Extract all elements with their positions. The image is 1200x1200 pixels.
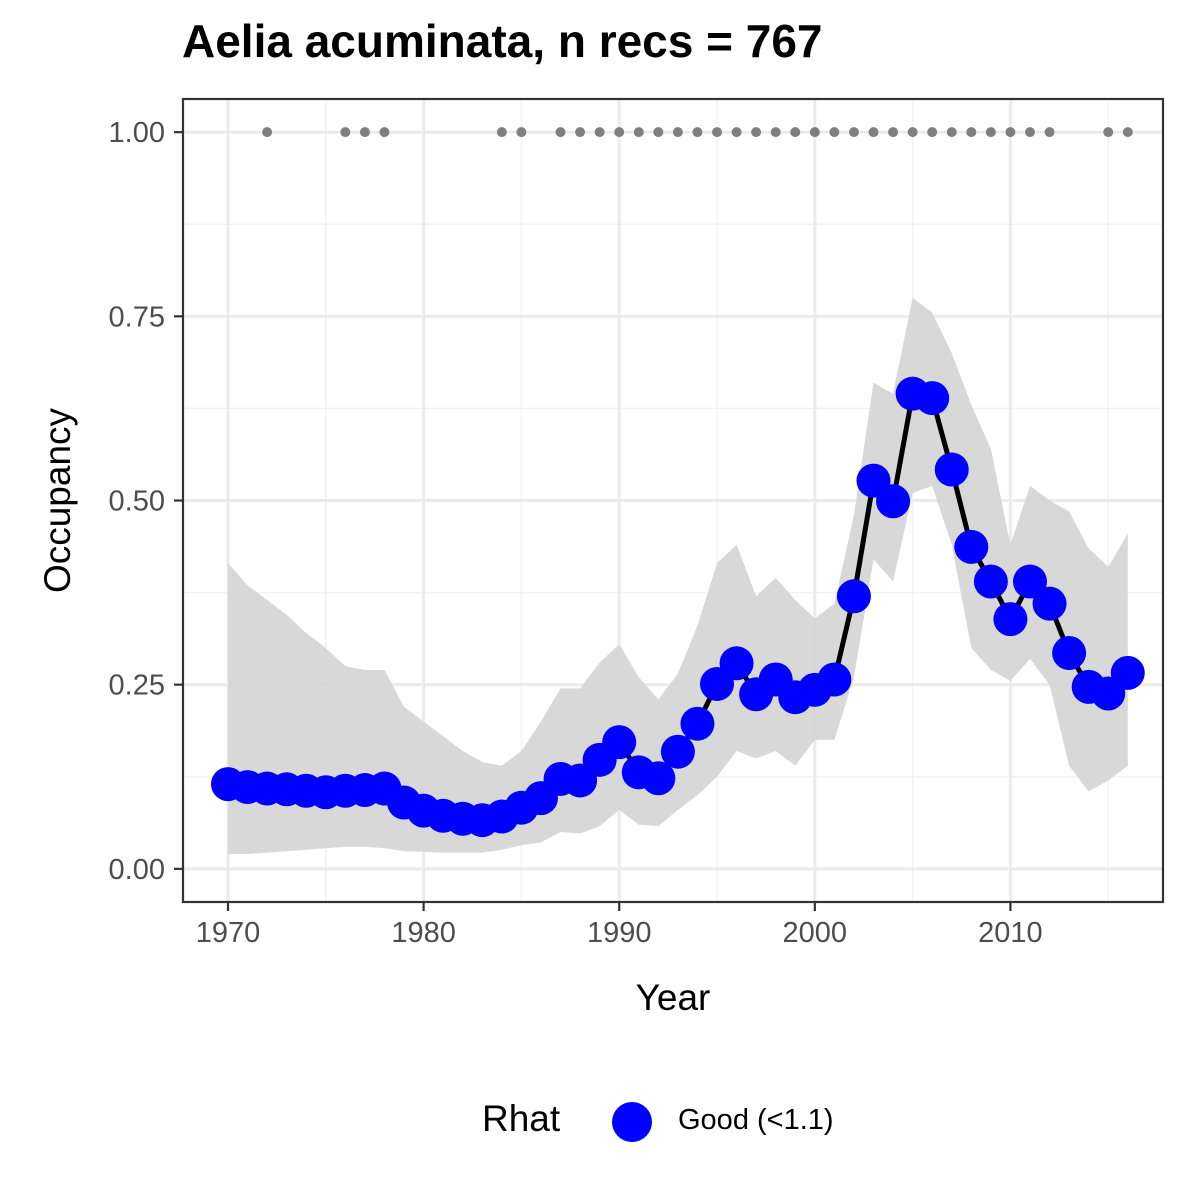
- occupancy-point: [1052, 635, 1087, 670]
- x-tick-label: 2000: [783, 917, 848, 949]
- record-dot: [985, 127, 996, 138]
- occupancy-point: [641, 761, 676, 796]
- occupancy-point: [817, 662, 852, 697]
- occupancy-point: [954, 529, 989, 564]
- occupancy-point: [680, 706, 715, 741]
- record-dot: [496, 127, 507, 138]
- record-dot: [809, 127, 820, 138]
- record-dot: [575, 127, 586, 138]
- occupancy-point: [993, 602, 1028, 637]
- record-dot: [672, 127, 683, 138]
- record-dot: [614, 127, 625, 138]
- occupancy-point: [1012, 564, 1047, 599]
- x-tick-label: 1990: [587, 917, 652, 949]
- record-dot: [829, 127, 840, 138]
- record-dot: [966, 127, 977, 138]
- record-dot: [751, 127, 762, 138]
- record-dot: [1122, 127, 1133, 138]
- record-dot: [927, 127, 938, 138]
- record-dot: [1103, 127, 1114, 138]
- occupancy-point: [915, 381, 950, 416]
- record-dot: [868, 127, 879, 138]
- occupancy-chart: 1970 1980 1990 2000 2010 0.00 0.25 0.50 0.75 1.00…: [37, 97, 1165, 1018]
- occupancy-point: [1032, 586, 1067, 621]
- record-dot: [1044, 127, 1055, 138]
- record-dot: [262, 127, 273, 138]
- y-tick-label: 0.50: [109, 486, 165, 518]
- x-axis-title: Year: [636, 977, 711, 1018]
- y-tick-label: 0.00: [109, 854, 165, 886]
- occupancy-point: [1110, 655, 1145, 690]
- occupancy-point: [719, 646, 754, 681]
- record-dot: [731, 127, 742, 138]
- record-dot: [888, 127, 899, 138]
- occupancy-point: [973, 564, 1008, 599]
- record-dot: [712, 127, 723, 138]
- y-axis-title: Occupancy: [37, 407, 78, 593]
- axis-ticks: 1970 1980 1990 2000 2010 0.00 0.25 0.50 0.75 1.00: [109, 117, 1043, 949]
- record-dot: [848, 127, 859, 138]
- legend-title: Rhat: [482, 1098, 561, 1139]
- record-dot: [770, 127, 781, 138]
- y-tick-label: 0.75: [109, 301, 165, 333]
- legend-key-point: [612, 1102, 652, 1142]
- y-tick-label: 1.00: [109, 117, 165, 149]
- chart-title: Aelia acuminata, n recs = 767: [182, 15, 823, 67]
- record-dot: [340, 127, 351, 138]
- record-dot: [946, 127, 957, 138]
- x-tick-label: 1970: [196, 917, 261, 949]
- occupancy-point: [934, 452, 969, 487]
- legend: Rhat Good (<1.1): [0, 1090, 1200, 1150]
- record-dot: [692, 127, 703, 138]
- occupancy-point: [602, 725, 637, 760]
- record-dot: [790, 127, 801, 138]
- record-dot: [379, 127, 390, 138]
- record-dot: [1005, 127, 1016, 138]
- record-dot: [516, 127, 527, 138]
- x-tick-label: 1980: [391, 917, 456, 949]
- record-dot: [555, 127, 566, 138]
- occupancy-points: [210, 376, 1145, 838]
- record-dot: [907, 127, 918, 138]
- occupancy-point: [876, 484, 911, 519]
- y-tick-label: 0.25: [109, 670, 165, 702]
- legend-label: Good (<1.1): [678, 1104, 834, 1136]
- record-dot: [359, 127, 370, 138]
- record-dot: [653, 127, 664, 138]
- occupancy-point: [660, 734, 695, 769]
- record-dot: [1024, 127, 1035, 138]
- occupancy-point: [836, 579, 871, 614]
- x-tick-label: 2010: [978, 917, 1043, 949]
- record-year-dots: [262, 127, 1133, 138]
- record-dot: [594, 127, 605, 138]
- record-dot: [633, 127, 644, 138]
